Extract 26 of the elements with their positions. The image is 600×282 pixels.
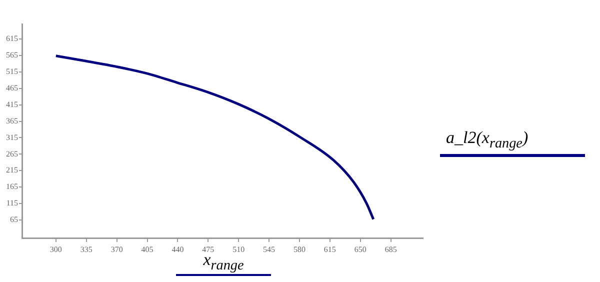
x-tick-label: 545: [263, 244, 276, 254]
x-tick-label: 405: [141, 244, 154, 254]
y-tick-label: 115: [6, 198, 18, 208]
x-tick-label: 300: [50, 244, 62, 254]
x-tick-label: 440: [172, 244, 184, 254]
line-series: [54, 54, 375, 221]
y-tick-label: 365: [6, 116, 18, 126]
x-tick-label: 685: [384, 244, 397, 254]
text: a_l2(x$_{range}$): [445, 128, 530, 152]
y-tick-label: 415: [6, 100, 18, 109]
x-tick-label: 615: [324, 244, 336, 254]
y-tick-label: 265: [6, 149, 18, 158]
y-tick-label: 565: [6, 50, 18, 60]
y-tick-label: 215: [6, 166, 18, 175]
x-tick-label: 580: [293, 244, 306, 254]
y-tick-label: 65: [10, 215, 18, 224]
y-tick-label: 465: [6, 84, 18, 93]
x-tick-label: 650: [354, 244, 366, 254]
x-tick-label: 370: [110, 244, 123, 254]
y-tick-label: 315: [6, 132, 18, 142]
x-tick-label: 510: [232, 244, 245, 254]
y-tick-label: 165: [6, 182, 18, 192]
x-tick-label: 335: [80, 244, 92, 254]
y-tick-label: 515: [6, 67, 18, 76]
x-tick-label: 475: [202, 244, 214, 254]
y-tick-label: 615: [6, 34, 18, 44]
